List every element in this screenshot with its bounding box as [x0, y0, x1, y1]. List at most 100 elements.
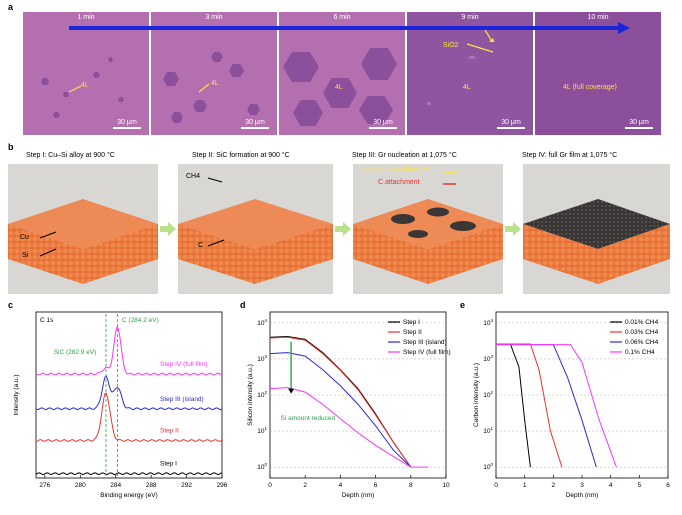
- label-4l: 4L: [335, 84, 343, 91]
- x-tick-label: 2: [303, 482, 307, 489]
- time-label-10min: 10 min: [587, 14, 609, 21]
- y-tick-label: 103: [257, 354, 267, 363]
- step-title-3: Step III: Gr nucleation at 1,075 °C: [352, 152, 457, 159]
- annotation-sic-peak: SiC (282.9 eV): [54, 349, 97, 356]
- series-line: [496, 343, 531, 468]
- label-c: C: [198, 242, 204, 249]
- plot-frame: [35, 311, 223, 479]
- scale-bar: 30 μm: [113, 119, 141, 129]
- series-line: [35, 375, 223, 411]
- x-tick-label: 5: [638, 482, 642, 489]
- chart-c-xps: 276 280 284 288 292 296 Binding energy (eV) Int…: [13, 311, 228, 499]
- y-axis-label: Intensity (a.u.): [13, 374, 20, 415]
- scale-bar: 30 μm: [497, 119, 525, 129]
- x-tick-label: 6: [374, 482, 378, 489]
- micrograph-6min: 4L 30 μm: [279, 12, 405, 135]
- label-sio2: SiO2: [443, 42, 459, 49]
- y-tick-label: 104: [483, 318, 493, 327]
- label-cu: Cu: [20, 234, 29, 241]
- panel-label-e: e: [460, 300, 466, 310]
- y-tick-label: 100: [257, 462, 267, 471]
- time-label-9min: 9 min: [461, 14, 479, 21]
- annotation-si-reduced: Si amount reduced: [281, 415, 336, 422]
- x-axis-label: Binding energy (eV): [100, 492, 157, 499]
- x-tick-label: 4: [339, 482, 343, 489]
- x-axis-label: Depth (nm): [566, 492, 599, 499]
- series-label: Step III (island): [160, 396, 204, 403]
- x-tick-label: 1: [523, 482, 527, 489]
- legend-label: Step I: [403, 319, 420, 326]
- time-label-1min: 1 min: [77, 14, 95, 21]
- reduction-arrowhead: [288, 388, 295, 394]
- pointer-arrows: [68, 43, 494, 93]
- series-line: [35, 472, 223, 476]
- y-tick-label: 104: [257, 318, 267, 327]
- annotation-c1s: C 1s: [40, 317, 54, 324]
- legend-label: 0.06% CH4: [625, 339, 659, 346]
- x-tick-label: 0: [268, 482, 272, 489]
- x-tick-label: 280: [75, 482, 86, 489]
- step-title-2: Step II: SiC formation at 900 °C: [192, 152, 290, 159]
- x-tick-label: 292: [181, 482, 192, 489]
- legend-label: 0.01% CH4: [625, 319, 659, 326]
- y-axis-label: Silicon intensity (a.u.): [247, 364, 254, 426]
- x-tick-label: 10: [442, 482, 450, 489]
- legend-label: Step III (island): [403, 339, 447, 346]
- panel-label-b: b: [8, 142, 14, 152]
- label-si: Si: [22, 252, 29, 259]
- series-line: [269, 336, 412, 468]
- legend-label: 0.03% CH4: [625, 329, 659, 336]
- legend-label: 0.1% CH4: [625, 349, 655, 356]
- label-c-attachment: C attachment: [378, 179, 420, 186]
- annotation-c-peak: C (284.2 eV): [122, 317, 159, 324]
- label-4l: 4L: [211, 80, 219, 87]
- y-tick-label: 102: [483, 390, 493, 399]
- y-tick-label: 100: [483, 462, 493, 471]
- label-4l: 4L: [81, 82, 89, 89]
- panel-label-d: d: [240, 300, 246, 310]
- time-label-6min: 6 min: [333, 14, 351, 21]
- series-line: [269, 387, 429, 468]
- y-axis-label: Carbon intensity (a.u.): [473, 363, 480, 427]
- label-ch4: CH4: [186, 173, 201, 180]
- label-4l: 4L: [463, 84, 471, 91]
- step-title-4: Step IV: full Gr film at 1,075 °C: [522, 152, 618, 159]
- y-tick-label: 101: [483, 426, 493, 435]
- x-tick-label: 2: [552, 482, 556, 489]
- legend-label: Step II: [403, 329, 422, 336]
- micrograph-3min: 4L 30 μm: [151, 12, 277, 135]
- x-tick-label: 0: [494, 482, 498, 489]
- series-line: [35, 326, 223, 376]
- x-tick-label: 284: [110, 482, 121, 489]
- x-axis-label: Depth (nm): [342, 492, 375, 499]
- x-tick-label: 4: [609, 482, 613, 489]
- label-4l-full: 4L (full coverage): [563, 84, 617, 91]
- micrograph-1min: 4L 30 μm: [23, 12, 149, 135]
- series-line: [496, 343, 563, 468]
- scale-bar: 30 μm: [625, 119, 653, 129]
- x-tick-label: 296: [217, 482, 228, 489]
- growth-schematic: [8, 164, 670, 294]
- x-tick-label: 8: [409, 482, 413, 489]
- step-title-1: Step I: Cu–Si alloy at 900 °C: [26, 152, 115, 159]
- panel-label-a: a: [8, 2, 14, 12]
- series-label: Step II: [160, 428, 179, 435]
- micrograph-9min: SiO2 4L 30 μm: [407, 12, 533, 135]
- series-line: [496, 344, 617, 468]
- series-line: [35, 392, 223, 442]
- micrograph-10min: 4L (full coverage) 30 μm: [535, 12, 661, 135]
- x-tick-label: 288: [146, 482, 157, 489]
- y-tick-label: 103: [483, 354, 493, 363]
- scale-bar: 30 μm: [369, 119, 397, 129]
- x-tick-label: 276: [39, 482, 50, 489]
- series-label: Step I: [160, 461, 177, 468]
- time-label-3min: 3 min: [205, 14, 223, 21]
- y-tick-label: 101: [257, 426, 267, 435]
- x-tick-label: 3: [580, 482, 584, 489]
- chart-e-carbon-profile: 0 1 2 3 4 5 6 100 101 102 103 104 Depth (nm) Carbon i…: [473, 311, 670, 499]
- x-tick-label: 6: [666, 482, 670, 489]
- series-label: Step IV (full film): [160, 361, 208, 368]
- panel-label-c: c: [8, 300, 14, 310]
- chart-d-silicon-profile: 0 2 4 6 8 10 100 101 102 103 104 Depth (nm) Silicon …: [247, 311, 451, 499]
- series-line: [269, 352, 412, 468]
